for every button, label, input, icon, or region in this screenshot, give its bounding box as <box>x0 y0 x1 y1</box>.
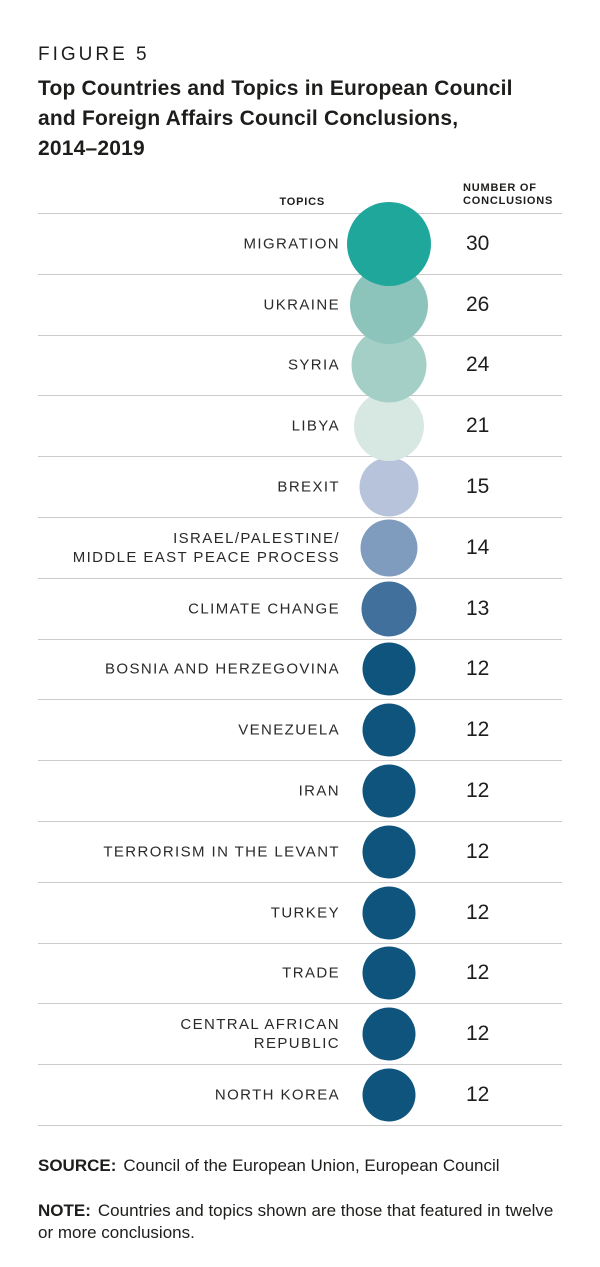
topic-label: IRAN <box>298 782 340 800</box>
table-row: TERRORISM IN THE LEVANT 12 <box>38 822 562 883</box>
figure-title-line-3: 2014–2019 <box>38 137 145 160</box>
value-bubble <box>362 1068 416 1122</box>
table-row: VENEZUELA 12 <box>38 700 562 762</box>
source-label: SOURCE: <box>38 1155 117 1175</box>
value-bubble <box>361 581 417 637</box>
column-headers: TOPICS NUMBER OF CONCLUSIONS <box>38 164 562 213</box>
conclusions-count: 12 <box>466 1022 490 1046</box>
conclusions-count: 15 <box>466 475 490 499</box>
table-row: BREXIT 15 <box>38 457 562 518</box>
conclusions-count: 24 <box>466 353 490 377</box>
value-bubble <box>347 201 431 286</box>
table-row: CLIMATE CHANGE 13 <box>38 579 562 640</box>
topic-label: ISRAEL/PALESTINE/ MIDDLE EAST PEACE PROC… <box>72 529 340 566</box>
note-line: NOTE: Countries and topics shown are thos… <box>38 1200 562 1244</box>
topic-label: CLIMATE CHANGE <box>188 600 340 618</box>
value-bubble <box>362 1007 416 1061</box>
conclusions-count: 12 <box>466 839 490 863</box>
value-bubble <box>362 825 416 879</box>
topic-label: NORTH KOREA <box>214 1086 340 1104</box>
figure-title: Top Countries and Topics in European Cou… <box>38 74 562 164</box>
bubble-table: MIGRATION 30 UKRAINE 26 SYRIA 24 LIBYA 2… <box>38 201 562 1126</box>
value-bubble <box>362 886 416 940</box>
table-row: LIBYA 21 <box>38 391 562 462</box>
conclusions-count: 13 <box>466 596 490 620</box>
value-bubble <box>359 457 419 517</box>
table-row: BOSNIA AND HERZEGOVINA 12 <box>38 640 562 701</box>
topic-label: TERRORISM IN THE LEVANT <box>103 843 340 861</box>
conclusions-count: 12 <box>466 779 490 803</box>
value-bubble <box>362 703 416 757</box>
topic-label: BOSNIA AND HERZEGOVINA <box>104 660 340 678</box>
topic-label: VENEZUELA <box>238 721 340 739</box>
conclusions-count: 12 <box>466 961 490 985</box>
figure-label: FIGURE 5 <box>38 44 150 65</box>
conclusions-count: 12 <box>466 900 490 924</box>
value-bubble <box>360 519 418 577</box>
table-row: TRADE 12 <box>38 944 562 1005</box>
conclusions-count: 21 <box>466 414 490 438</box>
table-row: TURKEY 12 <box>38 883 562 944</box>
figure-title-line-2: and Foreign Affairs Council Conclusions, <box>38 107 459 130</box>
topic-label: TRADE <box>282 964 340 982</box>
table-row: SYRIA 24 <box>38 327 562 403</box>
topic-label: MIGRATION <box>243 235 340 253</box>
table-row: CENTRAL AFRICAN REPUBLIC 12 <box>38 1004 562 1066</box>
topic-label: UKRAINE <box>263 296 340 314</box>
table-row: MIGRATION 30 <box>38 201 562 286</box>
topic-label: BREXIT <box>277 478 340 496</box>
conclusions-count: 12 <box>466 718 490 742</box>
topics-column-header: TOPICS <box>279 196 325 208</box>
source-line: SOURCE: Council of the European Union, Eu… <box>38 1155 562 1177</box>
conclusions-count: 14 <box>466 535 490 559</box>
table-row: NORTH KOREA 12 <box>38 1065 562 1126</box>
conclusions-count: 30 <box>466 231 490 255</box>
topic-label: TURKEY <box>270 904 340 922</box>
table-row: UKRAINE 26 <box>38 265 562 344</box>
value-bubble <box>362 764 416 818</box>
table-row: ISRAEL/PALESTINE/ MIDDLE EAST PEACE PROC… <box>38 518 562 579</box>
conclusions-count: 12 <box>466 657 490 681</box>
table-row: IRAN 12 <box>38 761 562 822</box>
topic-label: LIBYA <box>291 417 340 435</box>
count-column-header: NUMBER OF CONCLUSIONS <box>463 182 554 207</box>
figure-title-line-1: Top Countries and Topics in European Cou… <box>38 77 513 100</box>
source-text: Council of the European Union, European … <box>123 1155 500 1175</box>
conclusions-count: 12 <box>466 1083 490 1107</box>
value-bubble <box>362 946 416 1000</box>
topic-label: SYRIA <box>287 356 340 374</box>
note-label: NOTE: <box>38 1200 91 1220</box>
note-text: Countries and topics shown are those tha… <box>38 1200 554 1242</box>
topic-label: CENTRAL AFRICAN REPUBLIC <box>180 1016 340 1053</box>
conclusions-count: 26 <box>466 292 490 316</box>
value-bubble <box>362 642 416 696</box>
